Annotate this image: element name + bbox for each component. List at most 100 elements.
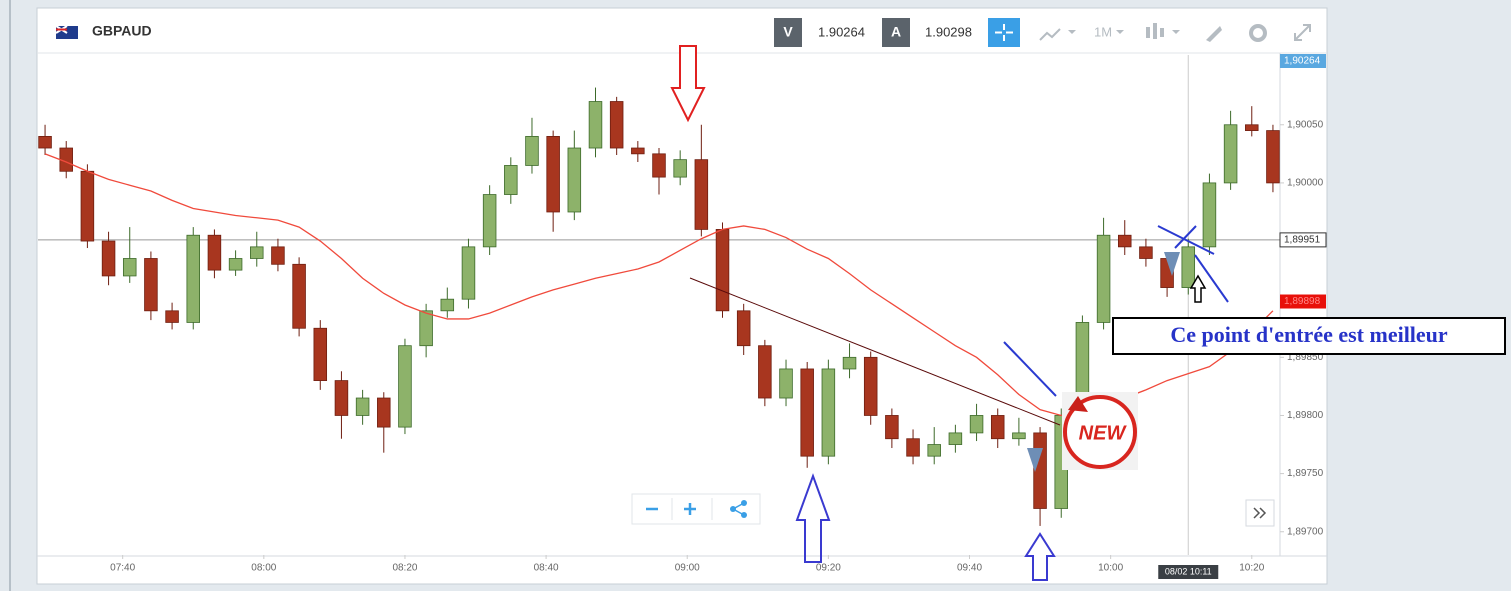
candle-body: [228, 258, 243, 271]
candle-body: [398, 345, 412, 428]
bid-label: V: [783, 24, 793, 40]
black-arrow: [1189, 274, 1207, 303]
candle-body: [1245, 124, 1259, 131]
crosshair-time-label: 08/02 10:11: [1165, 566, 1212, 576]
candle-body: [1096, 234, 1111, 323]
candle-body: [927, 444, 941, 457]
candle-body: [38, 135, 52, 149]
timeframe[interactable]: 1M: [1094, 24, 1112, 39]
y-tick-label: 1,89850: [1287, 352, 1324, 363]
bid-badge: [774, 18, 802, 47]
candle-body: [779, 368, 793, 399]
scroll-right-button[interactable]: [1245, 499, 1275, 527]
candle-body: [1181, 246, 1196, 288]
sticker: NEW: [1062, 392, 1138, 470]
x-tick-label: 09:20: [816, 563, 841, 574]
candle-body: [673, 159, 687, 178]
x-tick-label: 10:00: [1098, 563, 1123, 574]
candle-body: [863, 356, 878, 416]
ask-label: A: [891, 24, 901, 40]
x-tick-label: 10:20: [1239, 563, 1264, 574]
candle-body: [101, 240, 116, 277]
candle-body: [567, 147, 582, 213]
candle-body: [631, 147, 645, 155]
candle-body: [440, 298, 455, 312]
zoom-in-button[interactable]: [684, 503, 696, 515]
candle-body: [80, 170, 95, 242]
fullscreen-button[interactable]: [1294, 24, 1311, 41]
candle-body: [758, 345, 772, 399]
annotation-text: Ce point d'entrée est meilleur: [1170, 322, 1448, 347]
x-tick-label: 08:40: [534, 563, 559, 574]
candle-body: [250, 246, 264, 259]
candle-body: [313, 327, 328, 381]
candle-body: [906, 438, 920, 457]
flag: [55, 25, 78, 39]
candles-button[interactable]: [1146, 23, 1180, 39]
candle-body: [948, 432, 963, 445]
candle-body: [969, 415, 984, 434]
candle-body: [165, 310, 179, 323]
y-tick-label: 1,90000: [1287, 178, 1324, 189]
blue-line: [1157, 225, 1215, 255]
candle-body: [1202, 182, 1217, 248]
red-arrow: [670, 45, 706, 123]
candle-body: [504, 165, 518, 195]
ma-price-label-bg: [1280, 294, 1326, 309]
crosshair-button[interactable]: [988, 18, 1020, 47]
timeframe-caret: [1116, 30, 1124, 34]
share-button[interactable]: [730, 500, 747, 518]
ask-price[interactable]: 1.90298: [925, 24, 972, 39]
x-tick-label: 07:40: [110, 563, 135, 574]
candle-body: [1139, 246, 1153, 259]
y-tick-label: 1,89750: [1287, 468, 1324, 479]
candle-body: [609, 101, 624, 149]
candle-body: [377, 397, 391, 428]
x-tick-label: 09:40: [957, 563, 982, 574]
candle-body: [186, 234, 201, 323]
x-tick-label: 08:00: [251, 563, 276, 574]
y-tick-label: 1,90050: [1287, 119, 1324, 130]
candle-body: [461, 246, 476, 300]
symbol: GBPAUD: [92, 23, 152, 39]
blue-arrow: [795, 473, 831, 563]
crosshair-price-label: 1,89951: [1284, 235, 1321, 246]
ma-price-label: 1,89898: [1284, 296, 1321, 307]
candle-body: [419, 310, 433, 347]
draw-button[interactable]: [1206, 26, 1222, 42]
bid-price[interactable]: 1.90264: [818, 24, 865, 39]
candle-body: [821, 368, 836, 457]
crosshair-time-bg: [1158, 565, 1219, 579]
chart-type-button[interactable]: [1039, 28, 1076, 41]
candle-body: [1012, 432, 1026, 440]
candle-body: [1266, 130, 1280, 184]
y-tick-label: 1,89700: [1287, 526, 1324, 537]
candle-body: [736, 310, 751, 347]
candle-body: [1033, 432, 1047, 509]
candle-body: [207, 234, 222, 271]
candle-body: [334, 380, 349, 416]
candle-body: [715, 229, 730, 312]
blue-line: [1003, 341, 1057, 397]
candle-body: [271, 246, 285, 265]
candle-body: [652, 153, 666, 178]
zoom-controls: [631, 493, 761, 525]
candle-body: [842, 356, 857, 370]
plot: 1,89700 1,89750 1,89800 1,89850 1,90000 1,900…: [38, 54, 1327, 579]
y-tick-label: 1,89800: [1287, 410, 1324, 421]
top-price-label: 1,90264: [1284, 56, 1321, 67]
candle-body: [355, 397, 370, 416]
candle-body: [482, 194, 497, 248]
x-tick-label: 09:00: [675, 563, 700, 574]
triangle: [1027, 448, 1043, 472]
blue-line: [1174, 225, 1197, 249]
annotation-box: [1112, 317, 1506, 355]
settings-button[interactable]: [1249, 24, 1267, 42]
top-price-label-bg: [1280, 54, 1326, 68]
candle-body: [800, 368, 814, 457]
x-tick-label: 08:20: [392, 563, 417, 574]
crosshair-price-border: [1279, 232, 1327, 248]
ask-badge: [882, 18, 910, 47]
